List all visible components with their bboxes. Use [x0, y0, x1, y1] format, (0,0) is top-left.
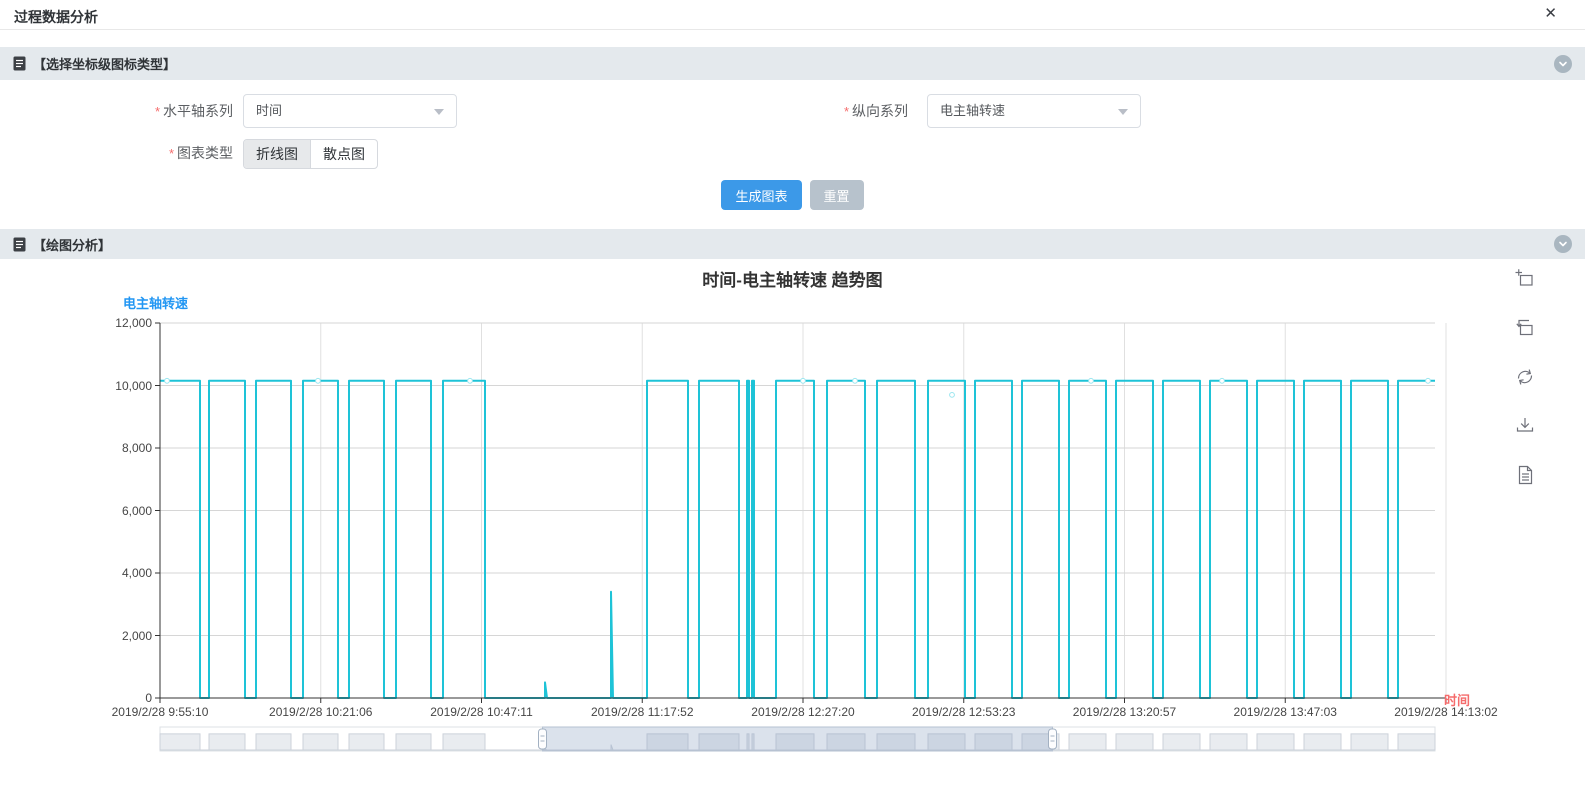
y-tick-label: 4,000: [121, 566, 152, 580]
chart-type-label: * 图表类型: [168, 145, 233, 161]
data-point-marker: [467, 377, 473, 384]
data-point-marker: [1219, 377, 1225, 384]
x-axis-series-value: 时间: [256, 103, 283, 118]
y-axis-name: 电主轴转速: [123, 296, 189, 311]
y-axis-series-value: 电主轴转速: [940, 103, 1006, 118]
data-view-icon[interactable]: [1514, 464, 1536, 486]
x-tick-label: 2019/2/28 13:47:03: [1233, 705, 1337, 719]
collapse-config-button[interactable]: [1554, 54, 1572, 73]
x-tick-label: 2019/2/28 14:13:02: [1394, 705, 1498, 719]
generate-chart-button[interactable]: 生成图表: [721, 180, 802, 210]
section-config-title: 【选择坐标级图标类型】: [33, 57, 177, 72]
datazoom-handle-right[interactable]: [1048, 728, 1057, 750]
datazoom-handle-left[interactable]: [538, 728, 547, 750]
required-mark: *: [168, 146, 174, 161]
data-point-marker: [315, 377, 321, 384]
chart-type-radio-group: 折线图 散点图: [243, 139, 378, 169]
x-tick-label: 2019/2/28 12:27:20: [751, 705, 855, 719]
download-icon[interactable]: [1514, 415, 1536, 437]
section-config-header: 【选择坐标级图标类型】: [0, 47, 1585, 80]
reset-button[interactable]: 重置: [809, 180, 864, 210]
data-point-marker: [1088, 377, 1094, 384]
y-axis-series-select[interactable]: 电主轴转速: [927, 94, 1141, 128]
trend-chart: 时间-电主轴转速 趋势图 电主轴转速 时间: [0, 259, 1585, 807]
form-actions: 生成图表 重置: [0, 180, 1585, 210]
y-tick-label: 8,000: [121, 441, 152, 455]
chevron-down-icon: [1559, 61, 1567, 66]
y-axis-series-label: * 纵向系列: [843, 103, 908, 119]
chart-toolbox: [1514, 268, 1536, 486]
zoom-reset-icon[interactable]: [1514, 317, 1536, 339]
document-icon: [13, 56, 26, 71]
chart-type-option-scatter[interactable]: 散点图: [323, 146, 365, 162]
x-tick-label: 2019/2/28 13:20:57: [1072, 705, 1177, 719]
x-tick-label: 2019/2/28 12:53:23: [912, 705, 1016, 719]
x-tick-label: 2019/2/28 10:21:06: [269, 705, 373, 719]
x-axis-series-select[interactable]: 时间: [243, 94, 457, 128]
chart-type-option-line[interactable]: 折线图: [244, 140, 311, 168]
datazoom-selected-range[interactable]: [542, 726, 1053, 752]
y-tick-label: 12,000: [115, 316, 152, 330]
section-plot-title: 【绘图分析】: [33, 237, 112, 253]
x-tick-label: 2019/2/28 9:55:10: [111, 705, 209, 719]
window-title: 过程数据分析: [14, 9, 98, 25]
data-point-marker: [164, 377, 170, 384]
restore-icon[interactable]: [1514, 366, 1536, 388]
data-point-marker: [852, 377, 858, 384]
collapse-plot-button[interactable]: [1554, 235, 1572, 253]
y-tick-label: 2,000: [121, 628, 152, 643]
window-header: 过程数据分析 ✕: [0, 0, 1585, 30]
trend-chart-canvas: [155, 322, 1447, 752]
zoom-select-icon[interactable]: [1514, 268, 1536, 290]
x-tick-label: 2019/2/28 10:47:11: [430, 705, 533, 719]
data-point-marker: [800, 377, 806, 384]
y-tick-label: 10,000: [115, 378, 152, 393]
datazoom-overview-series: [159, 733, 1436, 751]
dropdown-arrow-icon: [434, 109, 444, 115]
series-line: [160, 379, 1435, 699]
x-tick-label: 2019/2/28 11:17:52: [590, 705, 694, 719]
x-axis-series-label: * 水平轴系列: [154, 103, 233, 119]
data-point-marker: [1425, 377, 1431, 384]
required-mark: *: [843, 104, 849, 119]
document-icon: [13, 237, 26, 251]
chevron-down-icon: [1559, 241, 1567, 247]
y-tick-label: 6,000: [121, 503, 152, 518]
close-icon[interactable]: ✕: [1544, 5, 1557, 22]
required-mark: *: [154, 104, 160, 119]
chart-title: 时间-电主轴转速 趋势图: [702, 271, 883, 290]
data-point-marker: [949, 391, 955, 398]
section-plot-header: 【绘图分析】: [0, 229, 1585, 259]
x-axis-name: 时间: [1444, 693, 1471, 708]
dropdown-arrow-icon: [1118, 109, 1128, 115]
y-tick-label: 0: [145, 691, 152, 705]
